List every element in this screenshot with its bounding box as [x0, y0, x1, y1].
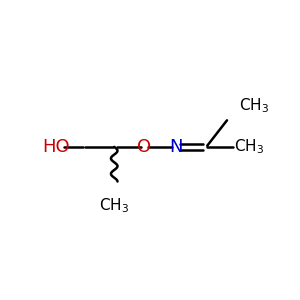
Text: CH$_3$: CH$_3$ — [99, 196, 129, 215]
Text: N: N — [169, 138, 183, 156]
Text: O: O — [137, 138, 152, 156]
Text: CH$_3$: CH$_3$ — [234, 137, 264, 156]
Text: CH$_3$: CH$_3$ — [238, 96, 269, 115]
Text: HO: HO — [42, 138, 70, 156]
